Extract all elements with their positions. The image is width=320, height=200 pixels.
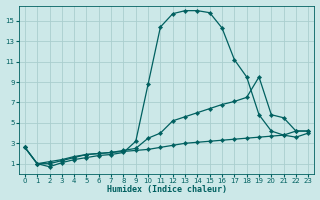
X-axis label: Humidex (Indice chaleur): Humidex (Indice chaleur) [107, 185, 227, 194]
